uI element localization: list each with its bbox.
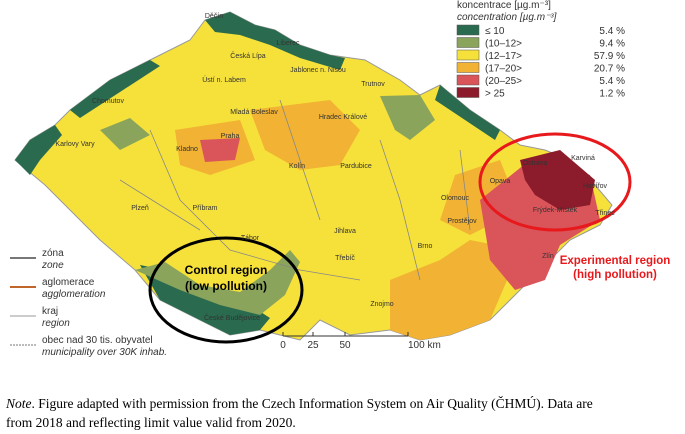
legend-swatch — [456, 24, 480, 36]
legend-share: 5.4 % — [599, 76, 625, 87]
legend-label: (17–20> — [485, 64, 522, 75]
boundary-label: zóna — [42, 248, 64, 259]
legend-swatch — [456, 49, 480, 61]
legend-label: (20–25> — [485, 76, 522, 87]
legend-share: 20.7 % — [594, 64, 625, 75]
control-region-circle — [148, 236, 304, 344]
city-label: Karlovy Vary — [55, 141, 95, 148]
annotation: Experimental region — [560, 255, 671, 267]
city-label: Česká Lípa — [230, 51, 266, 60]
scale-label: 50 — [339, 340, 351, 351]
boundary-label: obec nad 30 tis. obyvatel — [42, 335, 153, 346]
city-label: Opava — [490, 178, 511, 185]
city-label: Kolín — [289, 163, 305, 170]
city-label: Liberec — [277, 40, 300, 47]
legend-share: 9.4 % — [599, 39, 625, 50]
note-text: from 2018 and reflecting limit value val… — [6, 415, 296, 430]
dark-red-zone — [520, 150, 595, 210]
map — [14, 11, 632, 344]
scale-label: 100 km — [408, 340, 441, 351]
boundary-label-en: zone — [41, 260, 64, 271]
city-label: Praha — [221, 133, 240, 140]
scale-label: 0 — [280, 340, 286, 351]
city-label: Trutnov — [361, 81, 385, 88]
city-label: Plzeň — [131, 205, 149, 212]
city-label: Olomouc — [441, 195, 470, 202]
city-label: Brno — [418, 243, 433, 250]
experimental-region-circle — [478, 132, 632, 232]
city-label: Hradec Králové — [319, 114, 367, 121]
light-green-zone — [100, 95, 435, 315]
city-label: Třinec — [595, 210, 615, 217]
city-label: Ostrava — [523, 160, 548, 167]
city-label: Karviná — [571, 155, 595, 162]
annotation: (low pollution) — [185, 279, 267, 293]
city-label: Mladá Boleslav — [230, 109, 278, 116]
boundary-label: kraj — [42, 306, 58, 317]
legend-title: koncentrace [µg.m⁻³] — [457, 0, 551, 11]
city-label: Tábor — [241, 235, 260, 242]
city-label: Kladno — [176, 146, 198, 153]
note-label: Note — [5, 396, 32, 411]
legend-label: ≤ 10 — [485, 26, 505, 37]
city-label: Třebíč — [335, 255, 355, 262]
city-label: Jablonec n. Nisou — [290, 67, 346, 74]
red-zone — [200, 138, 600, 290]
annotation: (high pollution) — [573, 269, 657, 281]
boundary-label-en: municipality over 30K inhab. — [42, 347, 167, 358]
note-text: . Figure adapted with permission from th… — [32, 396, 593, 411]
legend-subtitle: concentration [µg.m⁻³] — [457, 12, 557, 23]
city-label: České Budějovice — [204, 313, 260, 322]
city-label: Havířov — [583, 183, 608, 190]
legend-share: 57.9 % — [594, 51, 625, 62]
city-label: Příbram — [193, 205, 218, 212]
annotation: Control region — [185, 263, 268, 277]
city-label: Chomutov — [92, 98, 124, 105]
orange-zone — [175, 100, 520, 340]
city-label: Ústí n. Labem — [202, 75, 246, 84]
legend-share: 5.4 % — [599, 26, 625, 37]
boundary-label-en: region — [42, 318, 70, 329]
city-label: Znojmo — [370, 301, 393, 308]
boundary-label-en: agglomeration — [42, 289, 106, 300]
note: Note. Figure adapted with permission fro… — [5, 396, 593, 411]
legend-share: 1.2 % — [599, 89, 625, 100]
legend-swatch — [456, 62, 480, 73]
legend-label: (12–17> — [485, 51, 522, 62]
city-label: Jihlava — [334, 228, 356, 235]
city-label: Děčín — [205, 13, 223, 20]
legend-label: (10–12> — [485, 39, 522, 50]
scale-label: 25 — [307, 340, 319, 351]
legend-swatch — [456, 87, 480, 98]
city-label: Prostějov — [447, 218, 477, 225]
region-borders — [119, 99, 471, 281]
legend-label: > 25 — [485, 89, 505, 100]
legend-swatch — [456, 37, 480, 48]
city-label: Zlín — [542, 253, 554, 260]
legend-swatch — [456, 74, 480, 86]
boundary-label: aglomerace — [42, 277, 95, 288]
city-label: Frýdek-Místek — [533, 207, 578, 214]
city-label: Pardubice — [340, 163, 372, 170]
